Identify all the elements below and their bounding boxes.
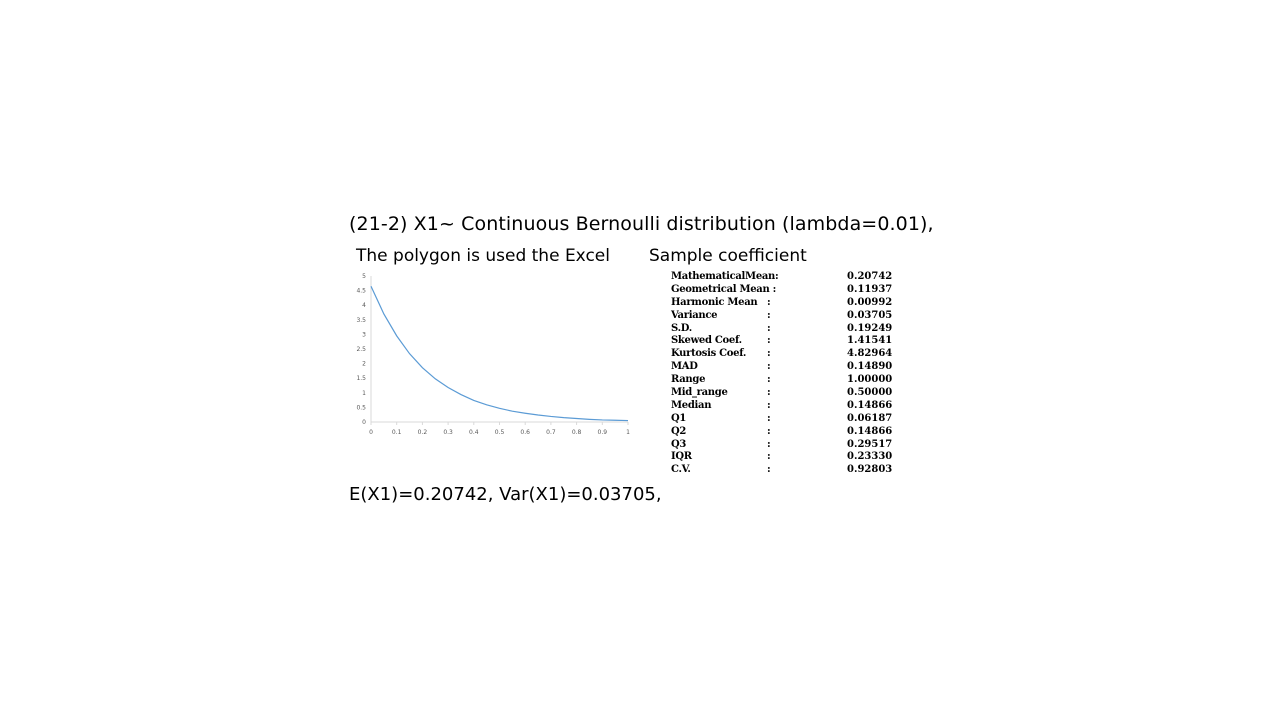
coefficient-colon: : — [767, 322, 771, 334]
coefficient-name: Median — [671, 399, 712, 411]
x-tick-label: 0.7 — [546, 429, 556, 436]
x-tick-label: 0 — [369, 429, 373, 436]
y-tick-label: 1.5 — [356, 375, 366, 382]
slide-title: (21-2) X1~ Continuous Bernoulli distribu… — [349, 213, 934, 235]
x-tick-label: 1 — [626, 429, 630, 436]
coefficient-name: MAD — [671, 361, 698, 373]
coefficient-colon: : — [767, 335, 771, 347]
coefficient-value: 1.00000 — [847, 374, 893, 386]
coefficient-colon: : — [767, 361, 771, 373]
coefficient-value: 0.00992 — [847, 296, 893, 308]
coefficient-name: Q1 — [671, 412, 687, 424]
coefficient-colon: : — [767, 387, 771, 399]
chart-caption: The polygon is used the Excel — [356, 246, 610, 266]
x-tick-label: 0.6 — [520, 429, 530, 436]
x-tick-label: 0.2 — [418, 429, 428, 436]
coefficient-name: S.D. — [671, 322, 692, 334]
coefficient-colon: : — [767, 425, 771, 437]
coefficient-name: Q2 — [671, 425, 687, 437]
y-tick-label: 5 — [362, 273, 366, 280]
coefficient-colon: : — [767, 451, 771, 463]
coefficient-value: 0.14866 — [847, 425, 893, 437]
coefficient-name: Mid_range — [671, 387, 728, 399]
coefficient-value: 0.29517 — [847, 438, 893, 450]
x-tick-label: 0.8 — [572, 429, 582, 436]
coefficient-colon: : — [767, 412, 771, 424]
x-tick-label: 0.1 — [392, 429, 402, 436]
y-tick-label: 3 — [362, 331, 366, 338]
y-tick-label: 1 — [362, 390, 366, 397]
coefficient-value: 0.20742 — [847, 271, 893, 282]
coefficient-name: IQR — [671, 451, 692, 463]
x-tick-label: 0.5 — [495, 429, 505, 436]
coefficient-name: C.V. — [671, 464, 691, 476]
y-tick-label: 4.5 — [356, 288, 366, 295]
coefficient-value: 0.14890 — [847, 361, 893, 373]
coefficient-value: 0.03705 — [847, 309, 893, 321]
coefficient-name: Skewed Coef. — [671, 335, 742, 347]
x-tick-label: 0.3 — [443, 429, 453, 436]
x-tick-label: 0.4 — [469, 429, 479, 436]
y-tick-label: 2.5 — [356, 346, 366, 353]
coefficient-value: 0.23330 — [847, 451, 893, 463]
coefficient-value: 4.82964 — [847, 348, 893, 360]
expectation-variance-text: E(X1)=0.20742, Var(X1)=0.03705, — [349, 484, 662, 505]
coefficient-name: Harmonic Mean — [671, 296, 758, 308]
y-tick-label: 4 — [362, 302, 366, 309]
y-tick-label: 3.5 — [356, 317, 366, 324]
density-curve — [370, 285, 629, 422]
coefficient-value: 0.50000 — [847, 387, 893, 399]
coefficient-colon: : — [767, 374, 771, 386]
coefficient-name: Geometrical Mean : — [671, 283, 777, 295]
coefficient-colon: : — [767, 296, 771, 308]
y-tick-label: 0 — [362, 419, 366, 426]
coefficient-colon: : — [767, 348, 771, 360]
coefficient-name: Range — [671, 374, 706, 386]
coefficient-colon: : — [767, 399, 771, 411]
coefficient-name: Kurtosis Coef. — [671, 348, 747, 360]
coefficient-name: Q3 — [671, 438, 687, 450]
coefficient-value: 1.41541 — [847, 335, 893, 347]
coefficient-value: 0.92803 — [847, 464, 893, 476]
coefficient-name: MathematicalMean: — [671, 271, 779, 282]
coefficient-value: 0.14866 — [847, 399, 893, 411]
coefficient-value: 0.19249 — [847, 322, 893, 334]
coefficient-value: 0.11937 — [847, 283, 893, 295]
y-tick-label: 0.5 — [356, 404, 366, 411]
coefficient-colon: : — [767, 464, 771, 476]
y-tick-label: 2 — [362, 361, 366, 368]
x-tick-label: 0.9 — [598, 429, 608, 436]
coefficient-colon: : — [767, 309, 771, 321]
coefficient-colon: : — [767, 438, 771, 450]
coefficient-caption: Sample coefficient — [649, 246, 807, 266]
density-line-chart: 0 0.5 1 1.5 2 2.5 3 3.5 4 4.5 5 0 0.1 0.2 0.3 0.4 0.5 0.6… — [356, 273, 630, 436]
coefficient-name: Variance — [671, 309, 718, 321]
coefficient-value: 0.06187 — [847, 412, 893, 424]
